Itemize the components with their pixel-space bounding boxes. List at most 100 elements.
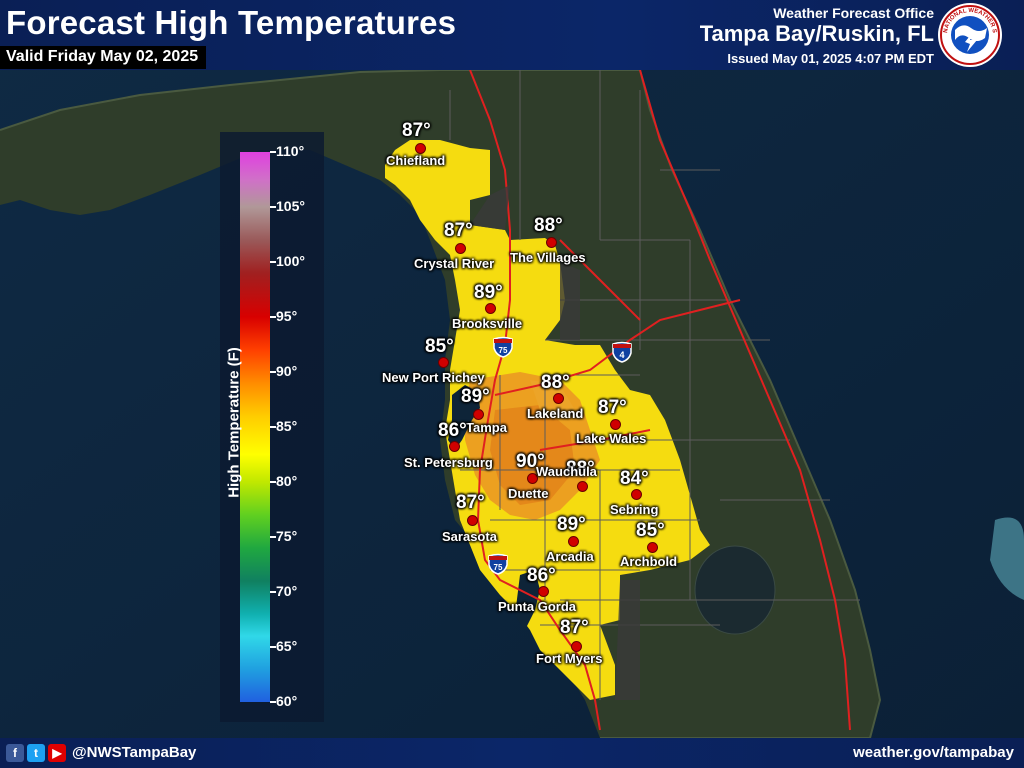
city-temperature: 89° [461, 386, 490, 407]
i75-shield-label: 75 [499, 346, 508, 355]
city-dot [485, 303, 496, 314]
shade-east [560, 262, 580, 340]
city-name: Punta Gorda [498, 599, 577, 614]
city-dot [467, 515, 478, 526]
city-temperature: 86° [527, 565, 556, 586]
charlotte-harbor-water [515, 570, 540, 630]
legend-tick-label: 85° [276, 418, 298, 434]
city-temperature: 85° [636, 520, 665, 541]
bahamas-bank [990, 517, 1024, 600]
city-name: Brooksville [452, 316, 523, 331]
city-temperature: 85° [425, 336, 454, 357]
office-label: Weather Forecast Office [773, 5, 934, 21]
facebook-icon[interactable]: f [6, 744, 24, 762]
city-dot [455, 243, 466, 254]
city-name: Sarasota [442, 529, 497, 544]
city-name: Lake Wales [576, 431, 647, 446]
city-dot [553, 393, 564, 404]
city-temperature: 89° [557, 514, 586, 535]
i75-south-shield-label: 75 [494, 563, 503, 572]
city-temperature: 90° [516, 451, 545, 472]
city-name: Archbold [620, 554, 678, 569]
legend-tick-mark [270, 646, 276, 648]
forecast-area-orange-north [530, 380, 575, 420]
city-dot [568, 536, 579, 547]
city-dot [438, 357, 449, 368]
city-temperature: 88° [534, 215, 563, 236]
shade-south [615, 580, 640, 700]
legend-tick-label: 90° [276, 363, 298, 379]
land-mass [0, 70, 880, 738]
city-temperature: 89° [474, 282, 503, 303]
city-name: Sebring [610, 502, 659, 517]
website-link[interactable]: weather.gov/tampabay [853, 744, 1014, 761]
city-name: Fort Myers [536, 651, 603, 666]
legend-tick-mark [270, 591, 276, 593]
legend-tick-label: 75° [276, 528, 298, 544]
city-name: St. Petersburg [404, 455, 493, 470]
legend-tick-label: 105° [276, 198, 305, 214]
page-title: Forecast High Temperatures [6, 4, 457, 41]
legend-tick-mark [270, 316, 276, 318]
office-name: Tampa Bay/Ruskin, FL [699, 21, 934, 46]
city-temperature: 87° [444, 220, 473, 241]
city-dot [577, 481, 588, 492]
interstate-lines [469, 69, 851, 731]
youtube-icon[interactable]: ▶ [48, 744, 66, 762]
city-temperature: 87° [560, 617, 589, 638]
city-temperature: 88° [566, 458, 595, 479]
city-name: The Villages [510, 250, 586, 265]
legend-tick-label: 70° [276, 583, 298, 599]
legend-title: High Temperature (F) [225, 347, 243, 498]
issued-time: Issued May 01, 2025 4:07 PM EDT [727, 51, 934, 66]
city-temperature: 88° [541, 372, 570, 393]
city-temperature: 84° [620, 468, 649, 489]
legend-tick-mark [270, 151, 276, 153]
i4-shield-icon: 4 [612, 341, 632, 363]
forecast-area-darkorange [490, 405, 575, 505]
legend-tick-label: 80° [276, 473, 298, 489]
city-dot [571, 641, 582, 652]
city-name: Wauchula [536, 464, 597, 479]
city-dot [527, 473, 538, 484]
city-name: New Port Richey [382, 370, 485, 385]
city-temperature: 86° [438, 420, 467, 441]
legend-tick-mark [270, 206, 276, 208]
legend-tick-label: 100° [276, 253, 305, 269]
social-icons: f t ▶ [6, 744, 66, 762]
legend-tick-label: 60° [276, 693, 298, 709]
city-name: Arcadia [546, 549, 594, 564]
legend-tick-mark [270, 701, 276, 703]
legend-tick-label: 110° [276, 143, 305, 159]
city-name: Crystal River [414, 256, 495, 271]
legend-tick-mark [270, 261, 276, 263]
city-dot [473, 409, 484, 420]
tampa-bay-water [448, 385, 480, 450]
i75-shield-icon: 75 [493, 336, 513, 358]
social-handle[interactable]: @NWSTampaBay [72, 744, 197, 761]
city-name: Chiefland [386, 153, 446, 168]
i75-south-shield-icon: 75 [488, 553, 508, 575]
color-scale-bar [240, 152, 270, 702]
legend-tick-mark [270, 371, 276, 373]
lake-okeechobee [694, 545, 776, 635]
city-dot [631, 489, 642, 500]
city-dot [449, 441, 460, 452]
shade-north [470, 185, 510, 230]
city-temperature: 87° [598, 397, 627, 418]
twitter-icon[interactable]: t [27, 744, 45, 762]
legend-tick-label: 95° [276, 308, 298, 324]
city-temperature: 87° [456, 492, 485, 513]
footer-bar: f t ▶ @NWSTampaBay weather.gov/tampabay [0, 738, 1024, 768]
city-name: Lakeland [527, 406, 584, 421]
nws-logo[interactable]: NATIONAL WEATHER SERVICE [937, 2, 1003, 68]
city-name: Tampa [466, 420, 507, 435]
legend-tick-mark [270, 481, 276, 483]
temperature-legend: High Temperature (F) 110° 105° 100° 95° 90° 8… [220, 132, 324, 722]
city-dot [415, 143, 426, 154]
legend-tick-mark [270, 426, 276, 428]
header-bar: Forecast High Temperatures Valid Friday … [0, 0, 1024, 70]
city-temperature: 87° [402, 120, 431, 141]
